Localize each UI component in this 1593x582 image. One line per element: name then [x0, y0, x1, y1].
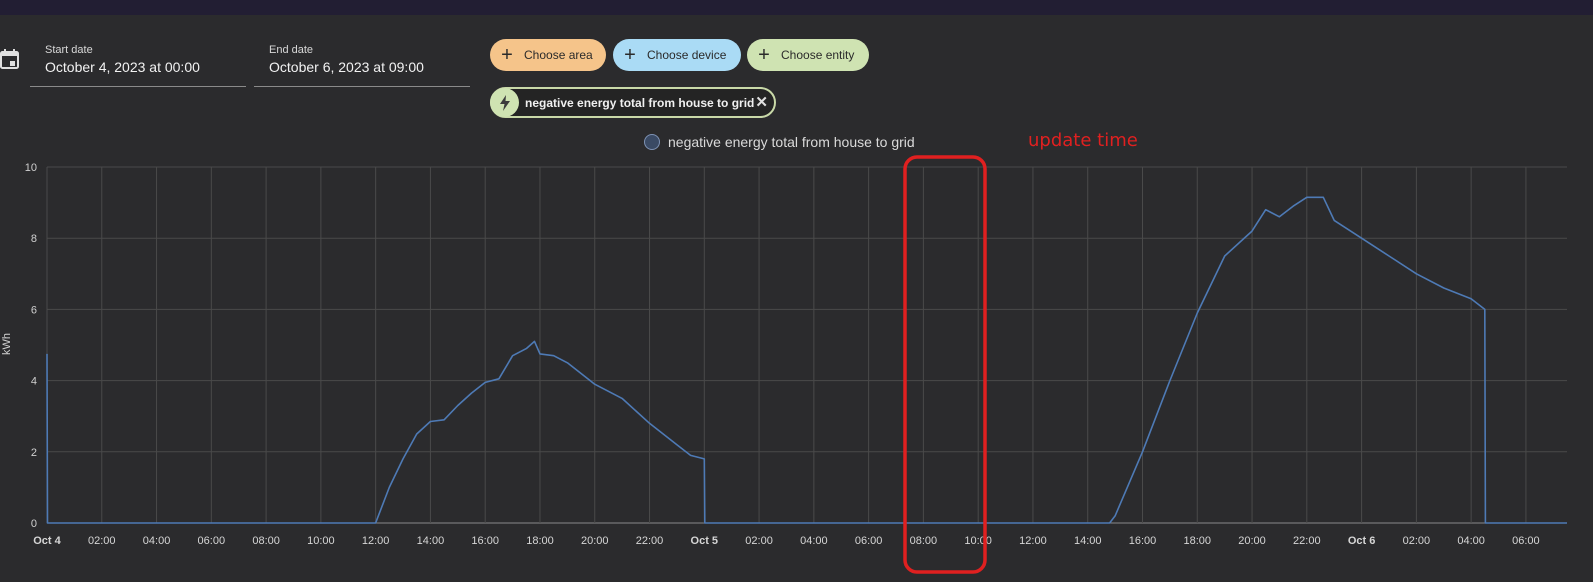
x-tick-label: 22:00	[636, 535, 664, 547]
selected-entity-chip[interactable]: negative energy total from house to grid…	[490, 87, 776, 118]
x-tick-label: 08:00	[910, 535, 938, 547]
choose-entity-label: Choose entity	[781, 48, 855, 62]
plus-icon: +	[501, 44, 513, 66]
x-tick-label: 04:00	[800, 535, 828, 547]
start-date-label: Start date	[45, 44, 93, 56]
x-tick-label: 12:00	[1019, 535, 1047, 547]
calendar-icon[interactable]	[0, 48, 20, 70]
x-tick-label: 20:00	[1238, 535, 1266, 547]
x-tick-label: 18:00	[526, 535, 554, 547]
series-line	[46, 196, 1567, 524]
x-tick-label: 04:00	[143, 535, 171, 547]
x-tick-label: Oct 4	[33, 535, 61, 547]
choose-area-chip[interactable]: + Choose area	[490, 39, 606, 71]
x-tick-label: 06:00	[198, 535, 226, 547]
x-tick-label: 20:00	[581, 535, 609, 547]
choose-device-label: Choose device	[647, 48, 727, 62]
x-tick-label: 02:00	[745, 535, 773, 547]
plus-icon: +	[624, 44, 636, 66]
end-date-value: October 6, 2023 at 09:00	[269, 59, 424, 75]
choose-entity-chip[interactable]: + Choose entity	[747, 39, 869, 71]
x-tick-label: 06:00	[1512, 535, 1540, 547]
x-tick-label: Oct 5	[691, 535, 719, 547]
x-tick-label: 04:00	[1457, 535, 1485, 547]
chart-legend-item[interactable]: negative energy total from house to grid	[644, 134, 915, 150]
start-date-field[interactable]: Start date October 4, 2023 at 00:00	[30, 36, 246, 87]
x-tick-label: 08:00	[252, 535, 280, 547]
x-tick-label: 14:00	[1074, 535, 1102, 547]
annotation-text: update time	[1028, 130, 1138, 151]
top-app-bar	[0, 0, 1593, 15]
plus-icon: +	[758, 44, 770, 66]
x-tick-label: Oct 6	[1348, 535, 1376, 547]
close-icon[interactable]: ✕	[755, 94, 768, 111]
x-tick-label: 02:00	[88, 535, 116, 547]
y-tick-label: 6	[31, 304, 37, 316]
x-tick-label: 16:00	[1129, 535, 1157, 547]
x-tick-label: 02:00	[1403, 535, 1431, 547]
y-tick-label: 2	[31, 447, 37, 459]
legend-label: negative energy total from house to grid	[668, 134, 915, 150]
x-tick-label: 10:00	[964, 535, 992, 547]
x-tick-label: 16:00	[471, 535, 499, 547]
y-tick-label: 0	[31, 518, 37, 530]
y-tick-label: 10	[25, 162, 37, 174]
start-date-value: October 4, 2023 at 00:00	[45, 59, 200, 75]
x-tick-label: 22:00	[1293, 535, 1321, 547]
selected-entity-label: negative energy total from house to grid	[525, 95, 755, 110]
end-date-field[interactable]: End date October 6, 2023 at 09:00	[254, 36, 470, 87]
x-tick-label: 14:00	[417, 535, 445, 547]
lightning-bolt-icon	[490, 88, 519, 117]
x-tick-label: 12:00	[362, 535, 390, 547]
end-date-label: End date	[269, 44, 314, 56]
x-tick-label: 06:00	[855, 535, 883, 547]
annotation-highlight-box	[903, 155, 987, 574]
choose-area-label: Choose area	[524, 48, 593, 62]
choose-device-chip[interactable]: + Choose device	[613, 39, 741, 71]
y-tick-label: 8	[31, 233, 37, 245]
y-tick-label: 4	[31, 376, 37, 388]
legend-dot-icon	[644, 134, 660, 150]
x-tick-label: 10:00	[307, 535, 335, 547]
x-tick-label: 18:00	[1184, 535, 1212, 547]
